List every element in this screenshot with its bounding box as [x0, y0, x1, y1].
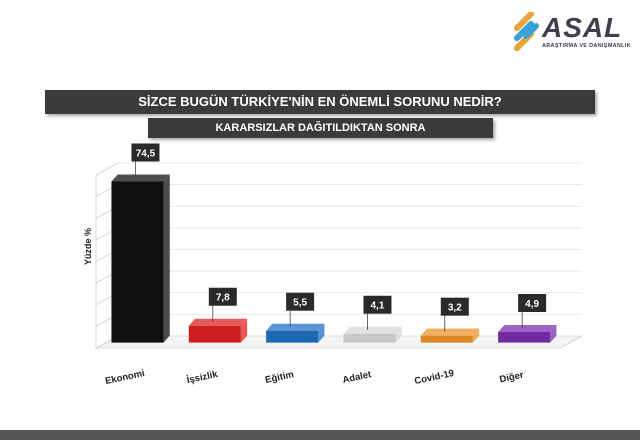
data-label: 3,2: [448, 303, 462, 314]
x-tick-label: İşsizlik: [186, 369, 219, 386]
chart-subtitle: KARARSIZLAR DAĞITILDIKTAN SONRA: [148, 118, 493, 138]
chart-title: SİZCE BUGÜN TÜRKİYE'NİN EN ÖNEMLİ SORUNU…: [45, 90, 595, 114]
bar-top-highlight: [343, 326, 402, 334]
bar-top-highlight: [498, 325, 557, 333]
data-label-box: [518, 294, 547, 313]
data-label-box: [440, 297, 469, 316]
bar-top: [343, 326, 402, 334]
x-tick-label: Diğer: [499, 370, 525, 386]
bar: [343, 333, 396, 343]
data-label-box: [131, 143, 160, 162]
x-tick-label: Covid-19: [414, 368, 456, 387]
bar-top: [498, 325, 557, 333]
side-gridline: [95, 162, 119, 176]
bar-shade: [111, 181, 164, 343]
data-label: 4,9: [525, 299, 539, 310]
bar: [498, 332, 551, 343]
x-tick-label: Eğitim: [264, 369, 295, 386]
data-label-box: [286, 292, 315, 311]
data-label: 5,5: [293, 298, 307, 309]
data-label: 4,1: [371, 301, 385, 312]
brand-tagline: ARAŞTIRMA VE DANIŞMANLIK: [542, 43, 631, 49]
bar-shade: [188, 325, 241, 343]
bar-shade: [266, 330, 319, 343]
bar-side: [472, 328, 480, 343]
data-label-box: [363, 295, 392, 314]
data-label: 74,5: [136, 148, 156, 159]
bar-shade: [420, 335, 473, 343]
bar-top-highlight: [111, 174, 170, 182]
bar: [266, 330, 319, 343]
x-tick-label: Adalet: [342, 369, 374, 386]
bar: [188, 325, 241, 343]
bar-top: [188, 318, 248, 326]
bar: [111, 181, 164, 343]
bottom-band: [0, 430, 640, 440]
bar-side: [240, 318, 248, 343]
bar-side: [395, 326, 402, 343]
bar-shade: [498, 332, 551, 343]
bar-top-highlight: [420, 328, 480, 336]
bar-shade: [343, 333, 396, 343]
bar-top: [111, 174, 170, 182]
bar-top-highlight: [188, 318, 248, 326]
bar-top: [420, 328, 480, 336]
bar-side: [550, 325, 557, 343]
asal-logo-mark-icon: [513, 12, 539, 52]
x-tick-label: Ekonomi: [104, 368, 146, 387]
data-label: 7,8: [216, 293, 230, 304]
bar-side: [318, 323, 325, 343]
bar-top-highlight: [266, 323, 325, 331]
brand-name: ASAL: [542, 12, 623, 43]
bar-side: [163, 174, 170, 343]
data-label-box: [208, 287, 237, 306]
bar: [420, 335, 473, 343]
bar-top: [266, 323, 325, 331]
